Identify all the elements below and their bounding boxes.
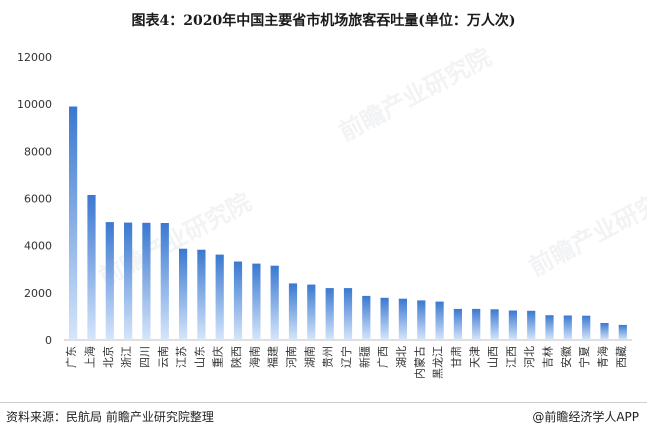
x-tick-label: 山西 bbox=[487, 346, 500, 368]
bar bbox=[307, 285, 315, 340]
x-tick-label: 宁夏 bbox=[577, 346, 591, 368]
x-tick-label: 西藏 bbox=[615, 346, 628, 368]
y-tick-label: 2000 bbox=[24, 287, 52, 300]
bar bbox=[472, 309, 480, 340]
x-tick-label: 广东 bbox=[65, 346, 78, 368]
x-tick-label: 陕西 bbox=[229, 346, 243, 368]
bar bbox=[436, 302, 444, 340]
bar bbox=[142, 223, 150, 340]
x-tick-label: 广西 bbox=[377, 346, 390, 368]
bar bbox=[491, 309, 499, 340]
y-tick-label: 0 bbox=[45, 334, 52, 347]
bar bbox=[87, 195, 95, 340]
bar bbox=[545, 315, 553, 340]
bar bbox=[381, 298, 389, 340]
brand-note: @前瞻经济学人APP bbox=[532, 408, 639, 425]
bar bbox=[362, 296, 370, 340]
x-tick-label: 四川 bbox=[139, 346, 152, 368]
x-tick-label: 辽宁 bbox=[339, 346, 353, 368]
bar bbox=[600, 323, 608, 340]
x-tick-label: 安徽 bbox=[559, 346, 573, 368]
bar bbox=[582, 316, 590, 340]
bar bbox=[271, 266, 279, 340]
bar bbox=[509, 311, 517, 341]
x-tick-label: 贵州 bbox=[322, 346, 335, 368]
bar bbox=[326, 288, 334, 340]
x-tick-label: 江苏 bbox=[175, 346, 188, 368]
x-tick-label: 内蒙古 bbox=[412, 346, 426, 379]
y-tick-label: 6000 bbox=[24, 193, 52, 206]
bar bbox=[106, 222, 114, 340]
y-tick-label: 10000 bbox=[17, 98, 52, 111]
x-tick-label: 新疆 bbox=[357, 346, 371, 368]
bar bbox=[197, 250, 205, 340]
bar bbox=[161, 223, 169, 340]
x-tick-label: 北京 bbox=[101, 346, 115, 368]
bar bbox=[124, 223, 132, 340]
x-tick-label: 甘肃 bbox=[450, 346, 463, 368]
x-tick-label: 江西 bbox=[505, 346, 518, 368]
bar bbox=[69, 107, 77, 341]
x-tick-label: 云南 bbox=[157, 346, 170, 368]
x-tick-label: 重庆 bbox=[211, 346, 225, 368]
x-tick-label: 河北 bbox=[523, 346, 536, 368]
bar bbox=[527, 311, 535, 340]
x-tick-label: 海南 bbox=[247, 346, 261, 368]
x-tick-label: 福建 bbox=[266, 346, 280, 368]
bar bbox=[179, 249, 187, 340]
x-tick-label: 青海 bbox=[596, 346, 610, 368]
bar bbox=[344, 288, 352, 340]
x-tick-label: 天津 bbox=[468, 346, 481, 368]
bar bbox=[564, 316, 572, 341]
x-tick-label: 湖南 bbox=[303, 346, 316, 368]
bar bbox=[234, 262, 242, 341]
bar bbox=[417, 300, 425, 340]
bar bbox=[289, 283, 297, 340]
source-note: 资料来源：民航局 前瞻产业研究院整理 bbox=[6, 408, 214, 425]
y-tick-label: 12000 bbox=[17, 51, 52, 64]
bar bbox=[252, 264, 260, 340]
bar bbox=[619, 325, 627, 340]
x-tick-label: 上海 bbox=[83, 346, 97, 368]
x-tick-label: 湖北 bbox=[395, 346, 408, 368]
y-tick-label: 4000 bbox=[24, 240, 52, 253]
x-tick-label: 黑龙江 bbox=[432, 346, 445, 379]
x-tick-label: 山东 bbox=[193, 346, 206, 368]
x-tick-label: 吉林 bbox=[541, 346, 555, 368]
bar bbox=[399, 299, 407, 340]
x-tick-label: 浙江 bbox=[120, 346, 133, 368]
bar bbox=[216, 255, 224, 340]
bar bbox=[454, 309, 462, 340]
y-tick-label: 8000 bbox=[24, 145, 52, 158]
x-tick-label: 河南 bbox=[285, 346, 298, 368]
footer-divider bbox=[0, 402, 647, 403]
